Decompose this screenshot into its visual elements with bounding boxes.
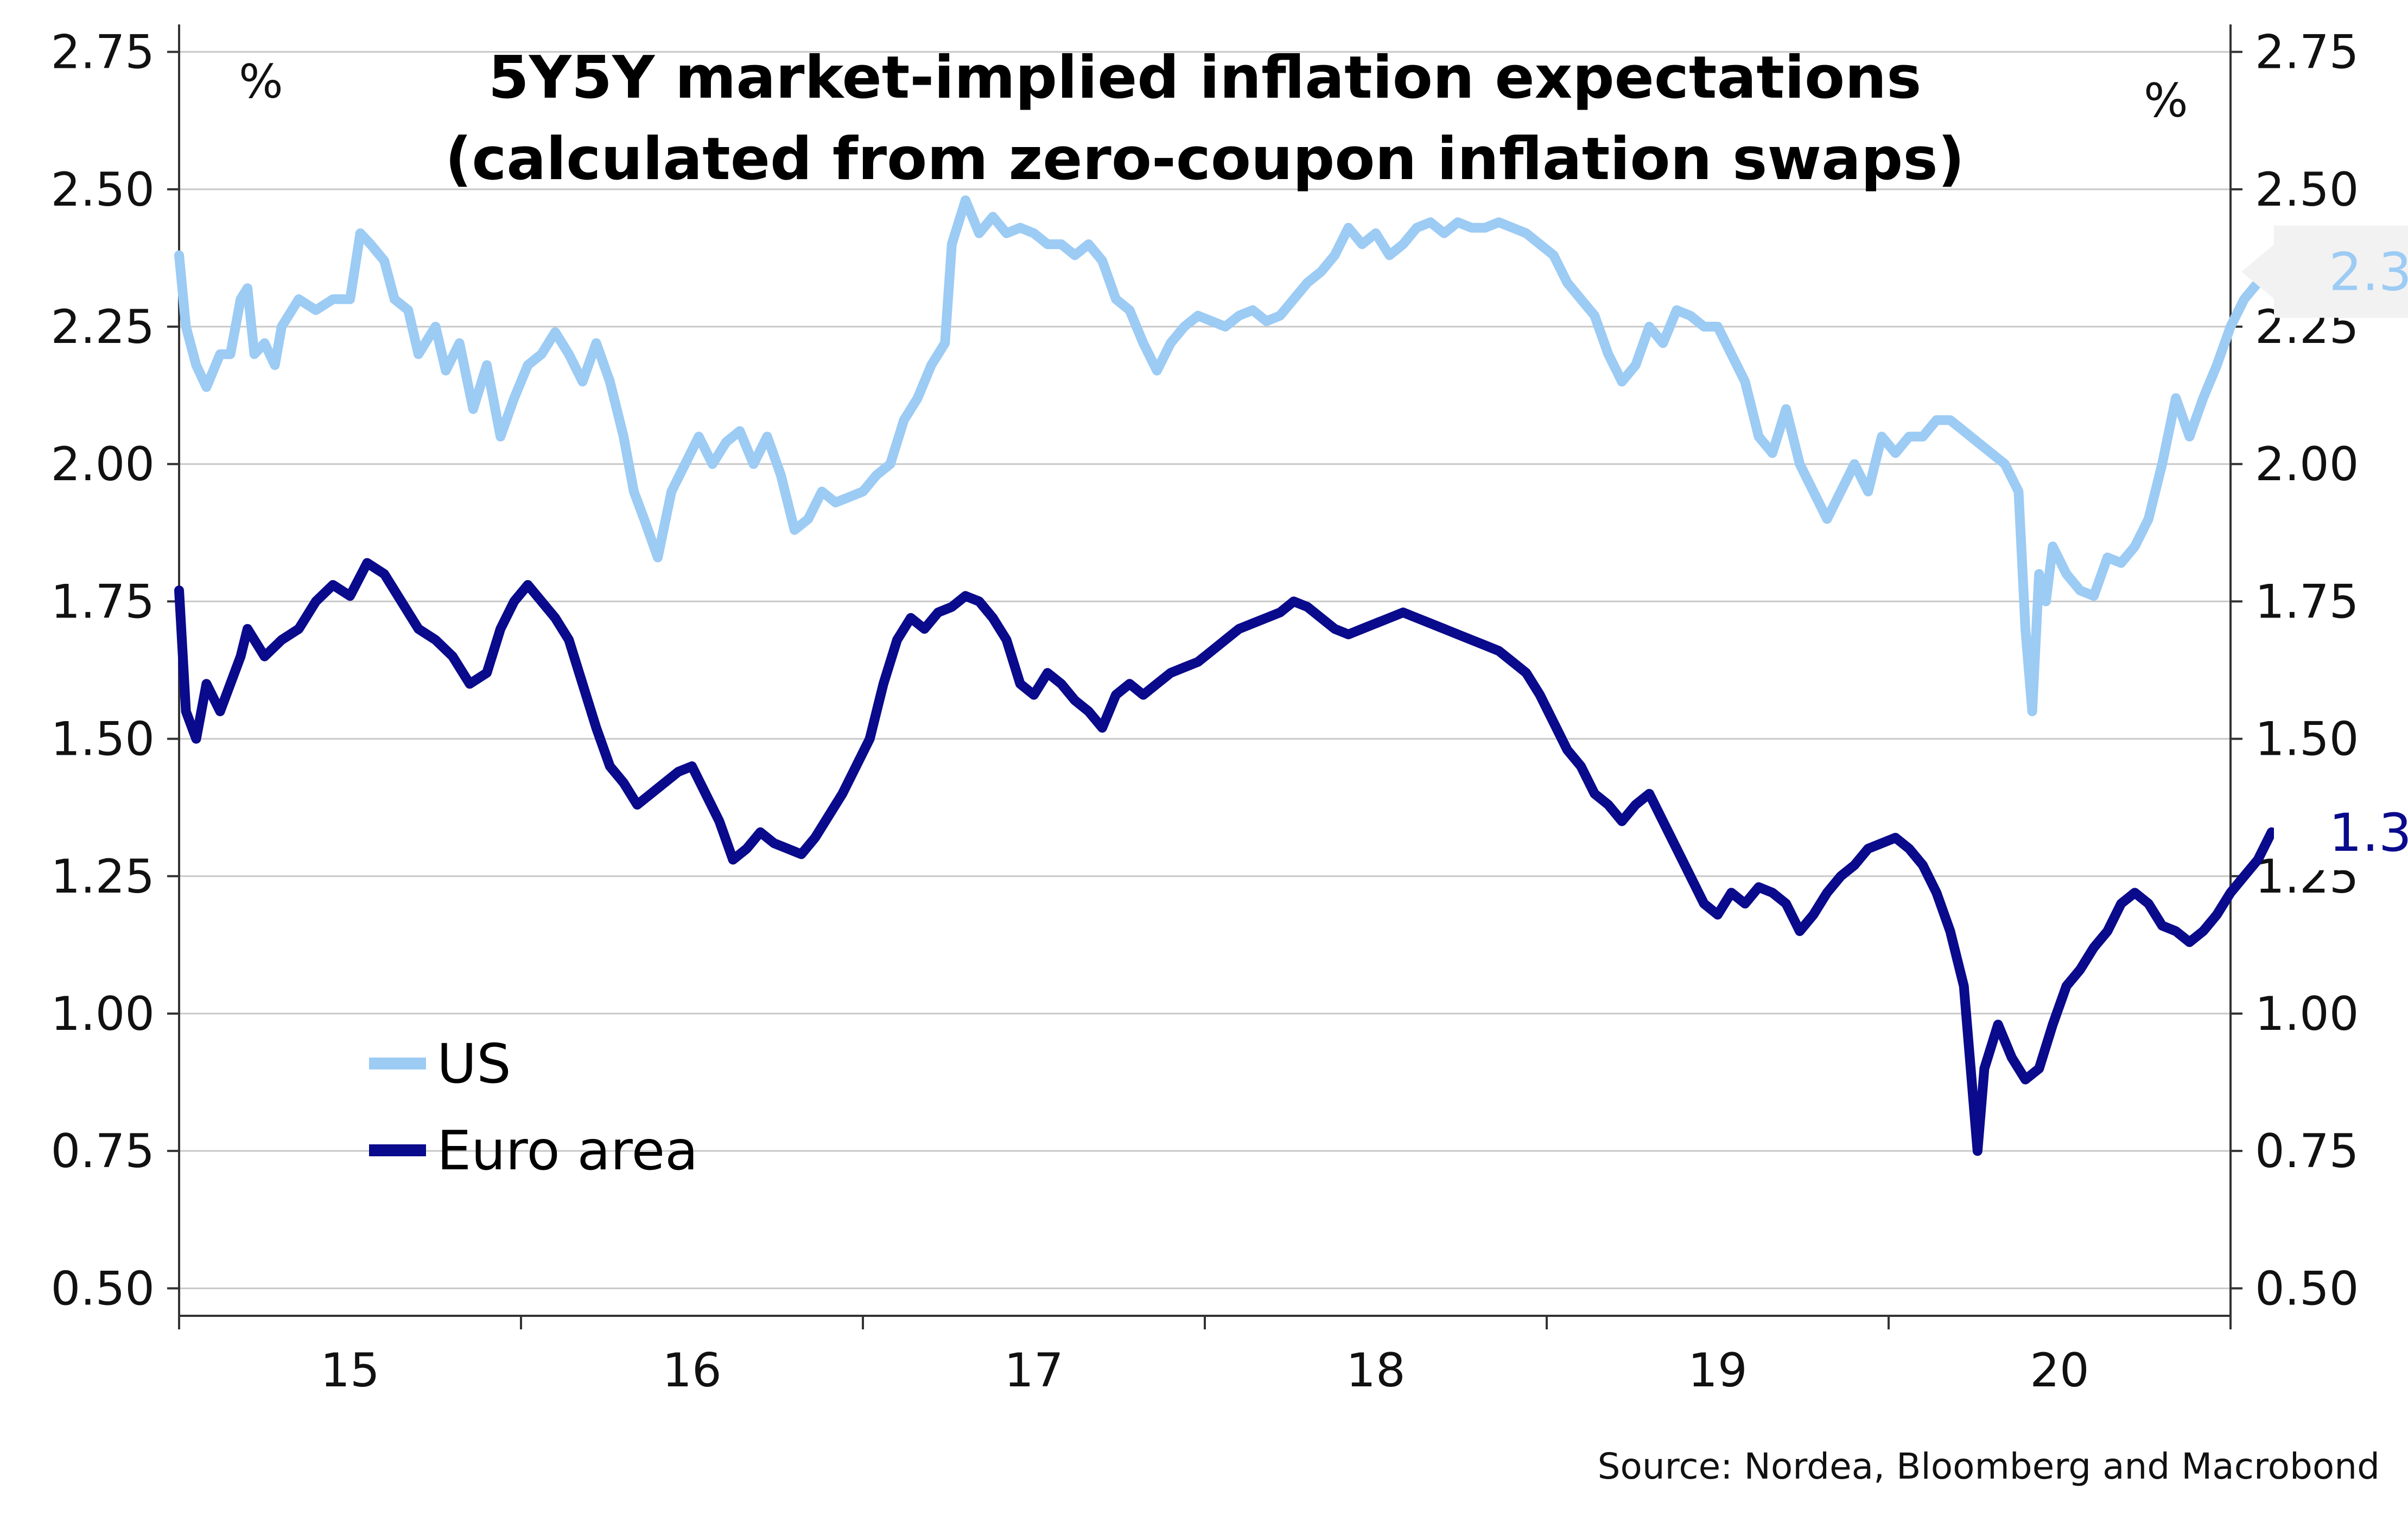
series-lines — [174, 195, 2277, 1156]
y-tick-label-right: 2.75 — [2255, 26, 2359, 80]
series-line-us — [174, 195, 2277, 716]
x-tick-label: 16 — [662, 1343, 721, 1398]
last-value-box — [2274, 225, 2408, 318]
gridlines — [179, 51, 2231, 1289]
last-value-labels: 2.35 1.33 — [2241, 225, 2408, 870]
y-tick-label-right: 2.50 — [2255, 163, 2359, 217]
y-tick-label-left: 0.75 — [51, 1124, 155, 1179]
x-axis-labels: 15 16 17 18 19 20 — [320, 1343, 2089, 1398]
x-tick-label: 20 — [2030, 1343, 2089, 1398]
y-axis-right-labels: 0.500.751.001.251.501.752.002.252.502.75 — [2255, 26, 2359, 1316]
y-unit-left: % — [239, 55, 283, 109]
tick-marks — [167, 50, 2242, 1329]
y-tick-label-right: 0.50 — [2255, 1262, 2359, 1316]
last-value-pointer — [2241, 244, 2274, 299]
legend-label: US — [437, 1032, 511, 1096]
y-tick-label-left: 2.00 — [51, 437, 155, 492]
y-tick-label-left: 0.50 — [51, 1262, 155, 1316]
y-tick-label-left: 2.50 — [51, 163, 155, 217]
y-tick-label-left: 1.25 — [51, 850, 155, 904]
legend-label: Euro area — [437, 1119, 698, 1182]
chart-subtitle: (calculated from zero-coupon inflation s… — [445, 125, 1965, 193]
y-unit-right: % — [2144, 74, 2188, 128]
y-tick-label-right: 1.00 — [2255, 987, 2359, 1041]
y-tick-label-right: 1.75 — [2255, 575, 2359, 629]
y-axis-left-labels: 0.50 0.75 1.00 1.25 1.50 1.75 2.00 2.25 2.50 2.75 — [51, 26, 155, 1316]
y-tick-label-left: 2.25 — [51, 300, 155, 354]
y-tick-label-right: 1.50 — [2255, 712, 2359, 767]
source-note: Source: Nordea, Bloomberg and Macrobond — [1598, 1445, 2380, 1487]
last-value-label: 2.35 — [2329, 242, 2408, 303]
x-tick-label: 19 — [1688, 1343, 1747, 1398]
series-line-euro-area — [174, 558, 2277, 1156]
last-value-box — [2274, 788, 2408, 870]
x-tick-label: 15 — [320, 1343, 379, 1398]
x-tick-label: 18 — [1346, 1343, 1405, 1398]
y-tick-label-left: 1.50 — [51, 712, 155, 767]
y-tick-label-left: 2.75 — [51, 26, 155, 80]
last-value-label: 1.33 — [2329, 803, 2408, 863]
chart-title: 5Y5Y market-implied inflation expectatio… — [488, 44, 1922, 112]
x-tick-label: 17 — [1004, 1343, 1063, 1398]
y-tick-label-right: 2.00 — [2255, 437, 2359, 492]
y-tick-label-left: 1.75 — [51, 575, 155, 629]
legend: US Euro area — [369, 1032, 698, 1182]
y-tick-label-right: 0.75 — [2255, 1124, 2359, 1179]
y-tick-label-left: 1.00 — [51, 987, 155, 1041]
